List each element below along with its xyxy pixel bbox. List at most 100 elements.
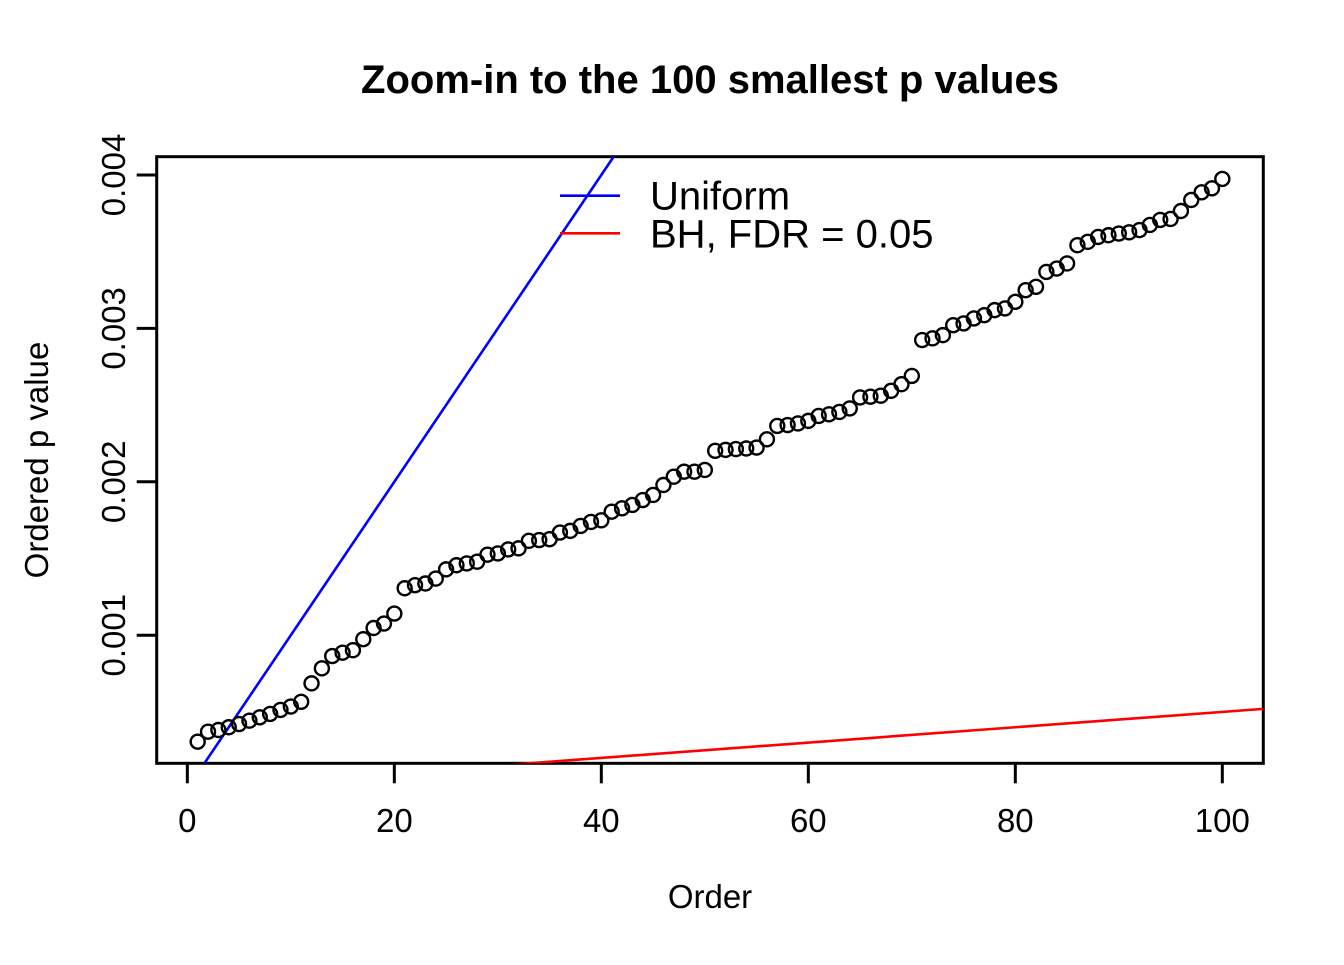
data-point [344,642,362,659]
bh-fdr-reference-line [511,707,1264,764]
data-point [862,388,879,405]
data-point [230,715,248,733]
data-point [810,407,827,425]
data-point [934,326,952,344]
x-tick-label: 40 [583,802,620,839]
data-point [582,513,600,531]
legend-label-bh: BH, FDR = 0.05 [650,212,933,256]
data-point [831,403,848,421]
data-point [324,647,341,665]
data-point [1017,281,1034,299]
data-point [686,463,703,480]
data-point [520,532,538,550]
data-point [613,500,631,517]
data-point [313,660,331,677]
data-point [210,721,227,739]
data-point [303,675,320,692]
data-point [893,376,910,393]
data-point [1038,263,1055,281]
data-point [706,442,724,459]
x-tick-label: 80 [997,802,1034,839]
data-point [427,570,444,587]
data-point [292,693,310,710]
data-point [189,733,206,750]
x-axis-title: Order [668,878,752,915]
y-tick-label: 0.004 [95,134,132,217]
data-point [551,524,569,541]
data-point [996,300,1014,317]
data-point [1100,227,1117,244]
data-point [1027,278,1045,295]
data-point [924,330,941,347]
y-tick-label: 0.001 [95,594,132,677]
data-point [572,517,589,535]
data-point [448,557,465,574]
data-point [675,463,693,480]
data-point [365,619,382,637]
data-point [655,476,672,494]
data-point [593,512,610,529]
x-tick-label: 100 [1195,802,1250,839]
data-point [1183,191,1200,209]
data-point [406,576,424,594]
data-point [986,301,1003,319]
data-point [241,712,258,729]
data-point [1120,224,1138,241]
data-point [541,530,558,548]
data-point [769,417,786,435]
legend-label-uniform: Uniform [650,175,790,219]
data-point [603,503,620,520]
data-point [1007,293,1024,311]
data-point [1110,225,1128,242]
uniform-reference-line [202,156,616,764]
data-point [396,580,413,597]
data-point [261,705,279,723]
data-point [758,431,776,448]
data-point [334,644,351,661]
data-point [913,331,931,349]
y-axis-title: Ordered p value [18,342,55,579]
data-point [1152,211,1169,229]
data-point [903,367,921,385]
data-point [355,630,372,648]
data-point [1058,255,1076,272]
data-point [199,723,217,740]
data-point [1172,202,1190,220]
data-point [717,441,734,459]
data-point [510,540,527,557]
data-point [965,310,983,327]
scatter-points [189,170,1231,750]
x-tick-label: 60 [790,802,827,839]
data-point [1214,170,1231,188]
chart-title: Zoom-in to the 100 smallest p values [361,58,1059,102]
data-point [531,531,548,549]
data-point [458,555,475,572]
data-point [479,546,496,563]
reference-lines [202,156,1264,764]
data-point [727,440,745,458]
y-tick-label: 0.002 [95,440,132,523]
data-point [789,415,807,432]
plot-frame [155,155,1265,765]
data-point [738,440,755,457]
data-point [1069,237,1086,254]
x-axis-ticks: 0 20 40 60 80 100 [178,763,1250,839]
data-point [1203,180,1221,197]
legend: Uniform BH, FDR = 0.05 [560,175,933,256]
y-tick-label: 0.003 [95,287,132,370]
data-point [375,615,393,632]
data-point [272,701,289,719]
x-tick-label: 0 [178,802,196,839]
data-point [696,461,714,479]
data-point [779,416,796,434]
data-point [489,545,507,562]
data-point [499,541,517,558]
data-point [251,709,268,726]
x-tick-label: 20 [376,802,413,839]
data-point [386,605,403,622]
data-point [220,719,237,736]
data-point [748,439,765,456]
y-axis-ticks: 0.001 0.002 0.003 0.004 [95,134,157,677]
